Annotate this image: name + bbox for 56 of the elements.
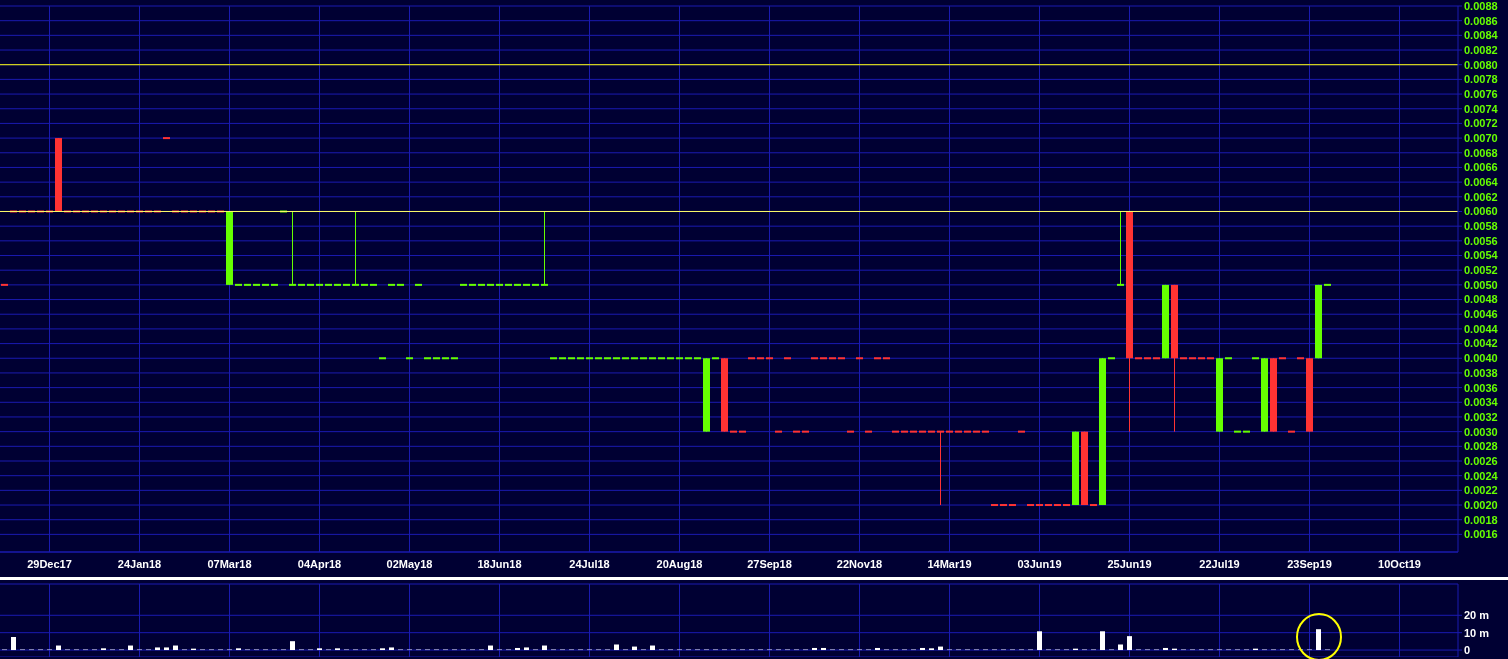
x-tick-label: 22Nov18 [836,557,883,570]
y-tick-label: 0.0036 [1464,381,1498,394]
y-tick-label: 0.0074 [1464,102,1499,115]
x-tick-label: 10Oct19 [1378,557,1421,570]
y-tick-label: 0.0048 [1464,293,1498,306]
y-tick-label: 0.0034 [1464,396,1499,409]
y-tick-label: 20 m [1464,609,1490,622]
y-tick-label: 0.0072 [1464,117,1498,130]
x-tick-label: 22Jul19 [1199,557,1240,570]
y-tick-label: 0.0068 [1464,146,1498,159]
y-tick-label: 0.0044 [1464,322,1499,335]
x-tick-label: 07Mar18 [207,557,252,570]
x-tick-label: 25Jun19 [1107,557,1152,570]
y-tick-label: 0.0052 [1464,264,1498,277]
y-tick-label: 0.0042 [1464,337,1498,350]
y-tick-label: 0.0054 [1464,249,1499,262]
y-tick-label: 0.0064 [1464,176,1499,189]
x-tick-label: 04Apr18 [297,557,342,570]
y-tick-label: 0.0024 [1464,469,1499,482]
y-tick-label: 0.0062 [1464,190,1498,203]
x-tick-label: 24Jul18 [569,557,610,570]
x-tick-label: 24Jan18 [117,557,162,570]
x-tick-label: 03Jun19 [1017,557,1062,570]
y-tick-label: 0.0040 [1464,352,1498,365]
x-tick-label: 20Aug18 [656,557,703,570]
y-tick-label: 0.0080 [1464,58,1498,71]
y-tick-label: 0.0028 [1464,440,1498,453]
x-tick-label: 23Sep19 [1287,557,1332,570]
y-tick-label: 0.0018 [1464,513,1498,526]
y-tick-label: 0.0088 [1464,0,1498,12]
y-tick-label: 0.0076 [1464,87,1498,100]
y-tick-label: 0.0086 [1464,14,1498,27]
x-tick-label: 27Sep18 [747,557,792,570]
y-tick-label: 0.0026 [1464,454,1498,467]
y-tick-label: 0.0058 [1464,220,1498,233]
y-tick-label: 0.0084 [1464,29,1499,42]
y-tick-label: 0.0070 [1464,132,1498,144]
y-tick-label: 0.0038 [1464,366,1498,379]
y-tick-label: 0.0016 [1464,528,1498,541]
y-tick-label: 0.0030 [1464,425,1498,438]
y-tick-label: 0.0082 [1464,43,1498,56]
y-tick-label: 0.0078 [1464,73,1498,86]
x-tick-label: 14Mar19 [927,557,972,570]
x-tick-label: 02May18 [386,557,433,570]
x-tick-label: 29Dec17 [27,557,72,570]
y-tick-label: 0.0022 [1464,484,1498,497]
y-tick-label: 0.0032 [1464,410,1498,423]
y-tick-label: 10 m [1464,626,1490,639]
y-tick-label: 0.0056 [1464,234,1498,247]
y-tick-label: 0.0046 [1464,308,1498,321]
y-tick-label: 0 [1464,643,1471,656]
y-tick-label: 0.0020 [1464,498,1498,511]
y-tick-label: 0.0060 [1464,205,1498,218]
x-tick-label: 18Jun18 [477,557,522,570]
y-tick-label: 0.0050 [1464,278,1498,291]
y-tick-label: 0.0066 [1464,161,1498,174]
